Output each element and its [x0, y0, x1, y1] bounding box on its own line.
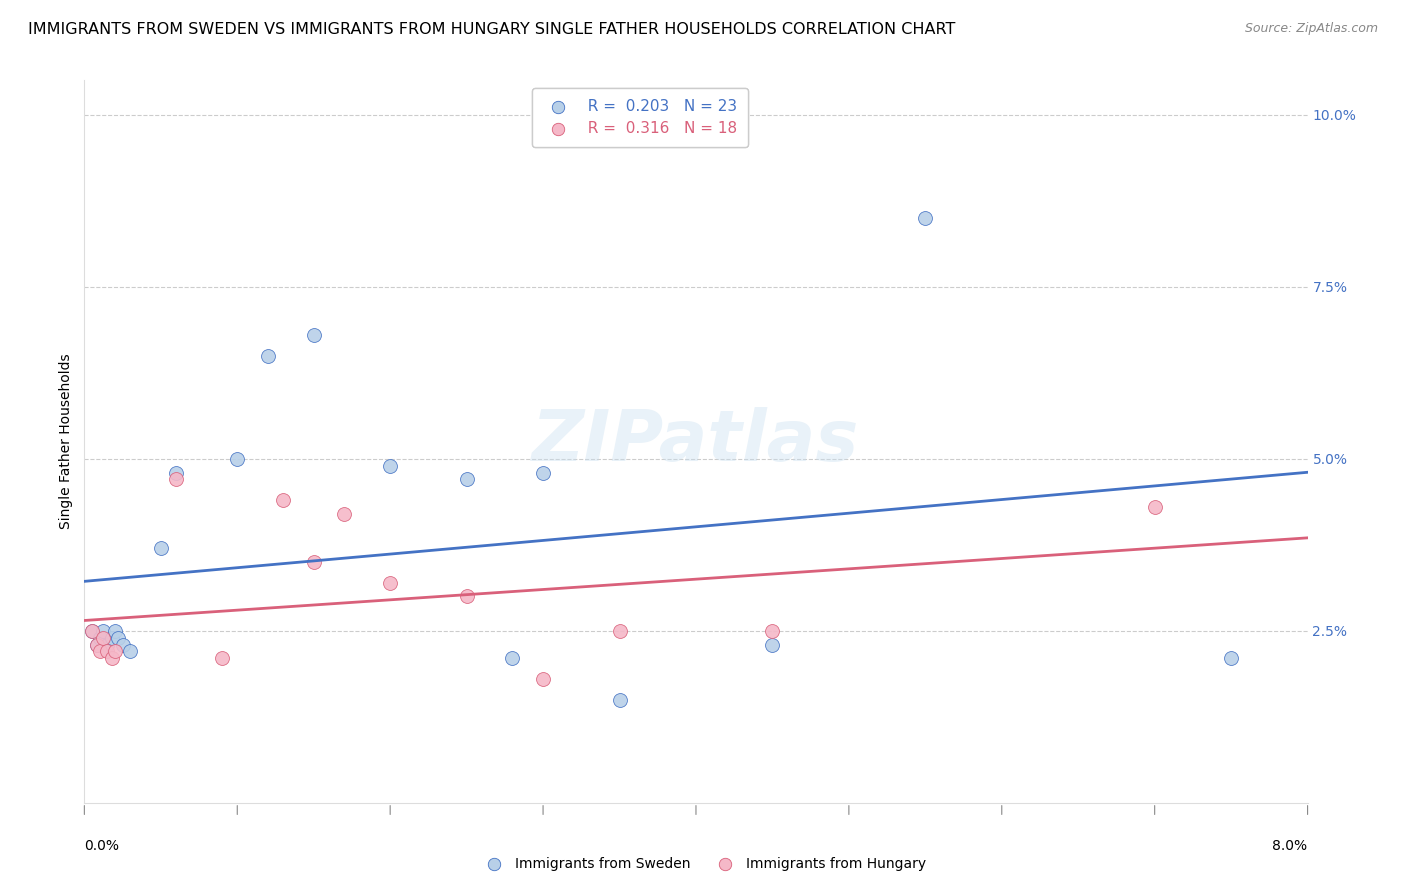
- Point: [104, 644, 127, 658]
- Legend: Immigrants from Sweden, Immigrants from Hungary: Immigrants from Sweden, Immigrants from …: [474, 851, 932, 876]
- Text: ZIPatlas: ZIPatlas: [533, 407, 859, 476]
- Point: [502, 651, 524, 665]
- Point: [257, 349, 280, 363]
- Text: IMMIGRANTS FROM SWEDEN VS IMMIGRANTS FROM HUNGARY SINGLE FATHER HOUSEHOLDS CORRE: IMMIGRANTS FROM SWEDEN VS IMMIGRANTS FRO…: [28, 22, 956, 37]
- Point: [914, 211, 936, 225]
- Point: [96, 644, 118, 658]
- Legend:   R =  0.203   N = 23,   R =  0.316   N = 18: R = 0.203 N = 23, R = 0.316 N = 18: [533, 88, 748, 147]
- Point: [1143, 500, 1166, 514]
- Point: [531, 672, 554, 686]
- Point: [761, 624, 783, 638]
- Point: [111, 638, 134, 652]
- Point: [456, 590, 478, 604]
- Point: [531, 466, 554, 480]
- Point: [91, 624, 114, 638]
- Y-axis label: Single Father Households: Single Father Households: [59, 354, 73, 529]
- Point: [380, 458, 402, 473]
- Point: [107, 631, 129, 645]
- Point: [101, 631, 124, 645]
- Point: [89, 644, 111, 658]
- Point: [96, 638, 118, 652]
- Point: [302, 555, 325, 569]
- Text: Source: ZipAtlas.com: Source: ZipAtlas.com: [1244, 22, 1378, 36]
- Point: [80, 624, 103, 638]
- Point: [456, 472, 478, 486]
- Point: [80, 624, 103, 638]
- Point: [91, 631, 114, 645]
- Point: [271, 493, 294, 508]
- Point: [609, 624, 631, 638]
- Point: [165, 472, 187, 486]
- Point: [101, 651, 124, 665]
- Point: [380, 575, 402, 590]
- Point: [104, 624, 127, 638]
- Point: [211, 651, 233, 665]
- Point: [86, 638, 108, 652]
- Point: [226, 451, 249, 466]
- Point: [333, 507, 356, 521]
- Text: 0.0%: 0.0%: [84, 838, 120, 853]
- Point: [86, 638, 108, 652]
- Point: [1220, 651, 1243, 665]
- Point: [761, 638, 783, 652]
- Text: 8.0%: 8.0%: [1272, 838, 1308, 853]
- Point: [609, 692, 631, 706]
- Point: [89, 631, 111, 645]
- Point: [120, 644, 142, 658]
- Point: [302, 327, 325, 342]
- Point: [165, 466, 187, 480]
- Point: [149, 541, 172, 556]
